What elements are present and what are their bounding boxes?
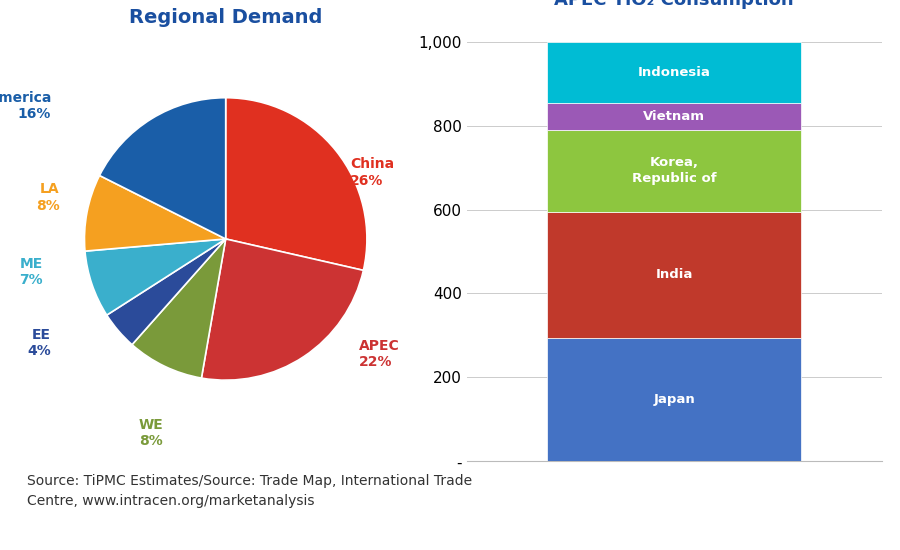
Wedge shape: [85, 239, 226, 315]
Bar: [547, 42, 801, 102]
Text: LA
8%: LA 8%: [36, 182, 59, 212]
Bar: [547, 338, 801, 461]
Bar: [547, 130, 801, 212]
Title: APEC TiO₂ Consumption: APEC TiO₂ Consumption: [554, 0, 794, 9]
Bar: [547, 212, 801, 338]
Text: India: India: [655, 268, 693, 281]
Text: Source: TiPMC Estimates/Source: Trade Map, International Trade
Centre, www.intra: Source: TiPMC Estimates/Source: Trade Ma…: [27, 474, 472, 508]
Text: Japan: Japan: [653, 393, 695, 406]
Bar: [547, 102, 801, 130]
Title: Regional Demand: Regional Demand: [129, 8, 322, 27]
Text: APEC
22%: APEC 22%: [358, 339, 400, 369]
Text: WE
8%: WE 8%: [139, 417, 163, 448]
Wedge shape: [226, 98, 367, 271]
Text: China
26%: China 26%: [350, 157, 394, 188]
Text: N America
16%: N America 16%: [0, 91, 51, 121]
Wedge shape: [132, 239, 226, 378]
Wedge shape: [100, 98, 226, 239]
Text: Korea,
Republic of: Korea, Republic of: [632, 156, 716, 185]
Text: ME
7%: ME 7%: [19, 257, 43, 287]
Text: Vietnam: Vietnam: [644, 109, 706, 123]
Wedge shape: [85, 175, 226, 251]
Text: Indonesia: Indonesia: [638, 65, 711, 79]
Wedge shape: [202, 239, 364, 380]
Wedge shape: [107, 239, 226, 345]
Text: EE
4%: EE 4%: [28, 328, 51, 358]
